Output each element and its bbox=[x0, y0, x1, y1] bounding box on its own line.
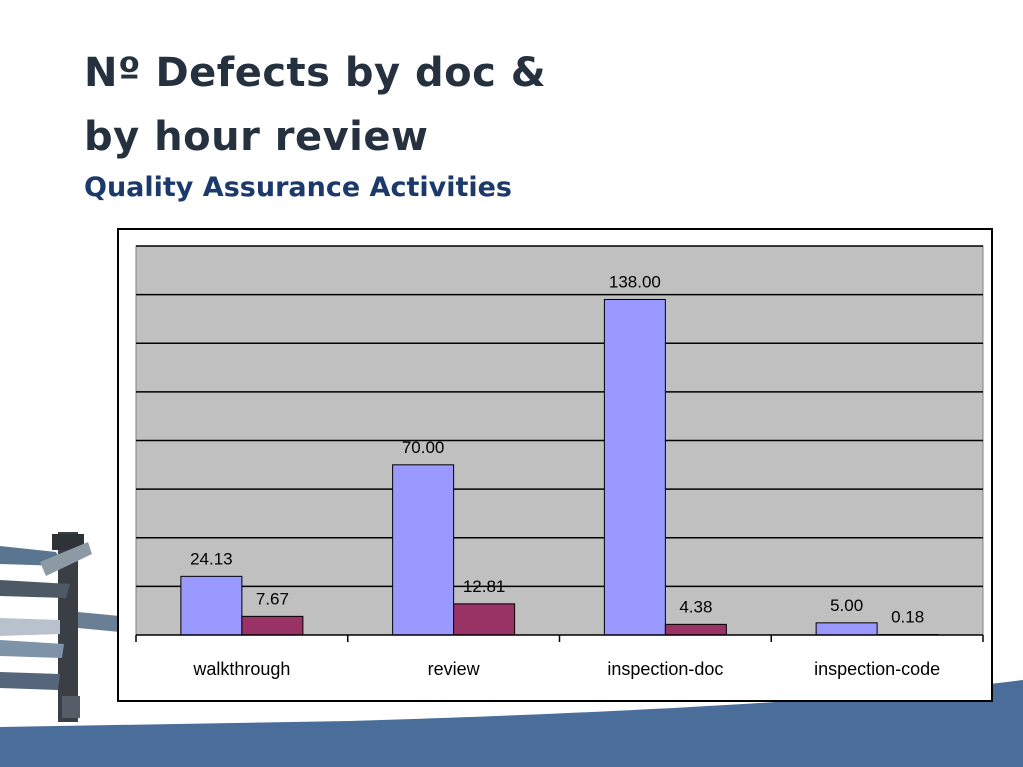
data-label: 70.00 bbox=[402, 438, 445, 457]
footer-wave-shape bbox=[0, 680, 1023, 767]
data-label: 5.00 bbox=[830, 596, 863, 615]
bar-series-1-inspection-code bbox=[815, 622, 878, 636]
signpost-arrow-4 bbox=[0, 618, 60, 636]
x-tick-label: inspection-doc bbox=[607, 659, 723, 679]
signpost-pole bbox=[58, 532, 78, 722]
data-label: 4.38 bbox=[679, 597, 712, 616]
signpost-arrow-6 bbox=[0, 640, 64, 658]
bar-series-1-review bbox=[392, 464, 455, 636]
chart-frame: 24.13 70.00 138.00 5.00 7.67 12.81 4.38 0.18 wal… bbox=[117, 228, 993, 702]
bar-series-2-inspection-doc bbox=[664, 623, 727, 636]
x-tick-label: inspection-code bbox=[814, 659, 940, 679]
slide-title-line-1: Nº Defects by doc & bbox=[84, 50, 547, 96]
signpost-arrow-2 bbox=[40, 542, 92, 576]
slide-subtitle: Quality Assurance Activities bbox=[84, 172, 513, 203]
bar-series-1-walkthrough bbox=[180, 575, 243, 636]
data-label: 7.67 bbox=[256, 589, 289, 608]
data-label: 0.18 bbox=[891, 608, 924, 627]
bar-chart: 24.13 70.00 138.00 5.00 7.67 12.81 4.38 0.18 wal… bbox=[135, 245, 984, 679]
bar-series-1-inspection-doc bbox=[603, 298, 666, 636]
data-label: 12.81 bbox=[463, 577, 506, 596]
bar-series-2-review bbox=[453, 603, 516, 636]
signpost-arrow-7 bbox=[0, 672, 60, 690]
x-tick-label: walkthrough bbox=[192, 659, 290, 679]
signpost-plate bbox=[62, 696, 80, 718]
signpost-arrow-3 bbox=[0, 580, 70, 598]
data-label: 24.13 bbox=[190, 549, 233, 568]
signpost-cap bbox=[52, 534, 84, 550]
x-tick-label: review bbox=[428, 659, 481, 679]
bar-series-2-walkthrough bbox=[241, 615, 304, 636]
signpost-image bbox=[0, 532, 120, 722]
slide-title-line-2: by hour review bbox=[84, 114, 429, 160]
data-label: 138.00 bbox=[609, 272, 661, 291]
signpost-arrow-5 bbox=[78, 612, 120, 632]
